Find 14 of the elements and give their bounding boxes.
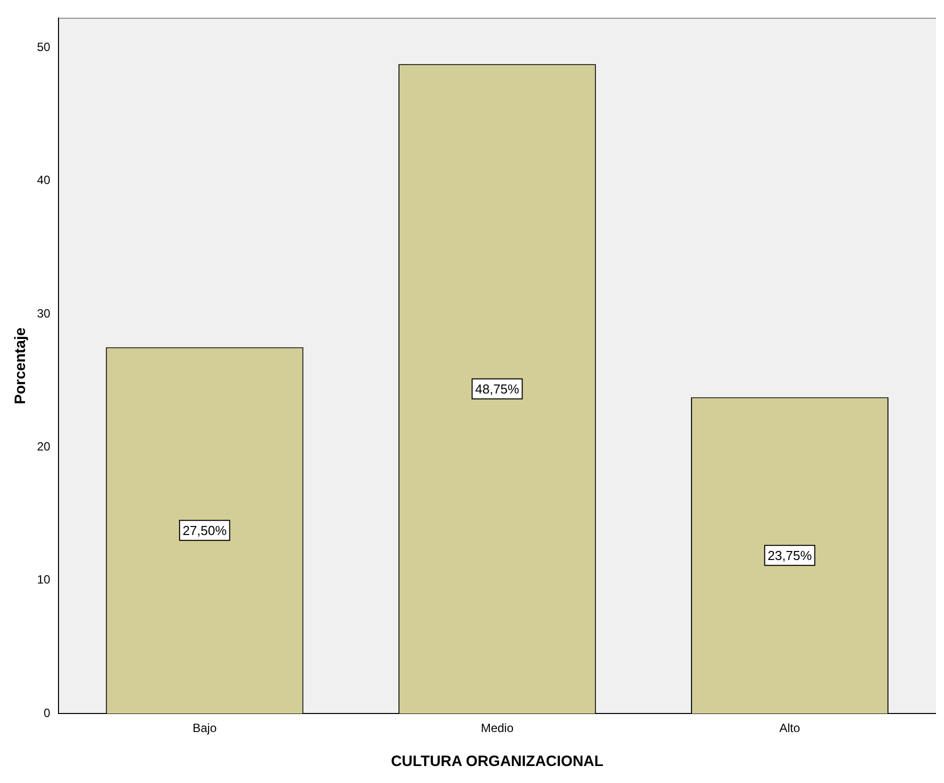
data-label: 27,50% xyxy=(182,523,228,538)
y-tick-label: 20 xyxy=(36,439,51,454)
x-tick-label: Medio xyxy=(480,721,514,736)
y-tick-label: 40 xyxy=(36,173,51,188)
y-axis-title: Porcentaje xyxy=(12,328,30,404)
x-tick-label: Alto xyxy=(779,721,800,736)
x-axis-title: CULTURA ORGANIZACIONAL xyxy=(390,753,604,770)
y-tick-label: 10 xyxy=(36,572,51,587)
data-label: 48,75% xyxy=(475,381,520,396)
y-tick-label: 30 xyxy=(36,306,51,320)
y-tick-label: 50 xyxy=(36,40,51,54)
data-label: 23,75% xyxy=(768,548,812,563)
y-tick-label: 0 xyxy=(44,706,51,720)
x-tick-label: Bajo xyxy=(192,721,217,736)
